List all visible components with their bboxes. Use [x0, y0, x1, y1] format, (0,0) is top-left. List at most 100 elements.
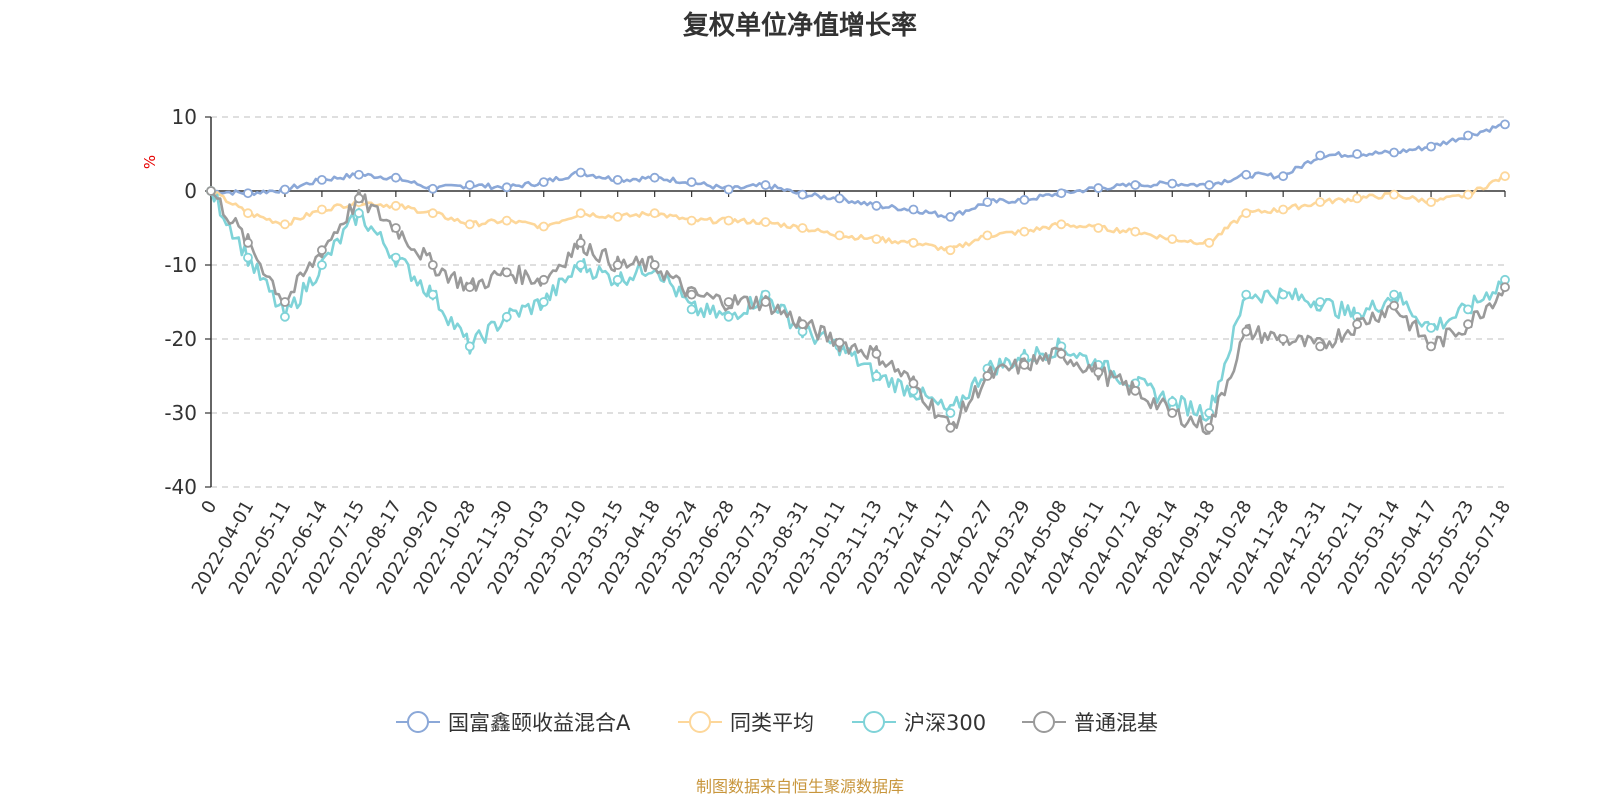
data-point [280, 311, 290, 322]
data-point [1278, 289, 1289, 300]
legend-item-2[interactable]: 沪深300 [852, 711, 986, 735]
legend-label: 沪深300 [904, 711, 986, 735]
data-point [390, 252, 401, 263]
data-point [1315, 197, 1326, 208]
data-point [1167, 396, 1178, 407]
data-point [206, 186, 216, 196]
data-point [686, 304, 697, 315]
data-point [1167, 408, 1178, 418]
data-point [1019, 226, 1030, 237]
data-point [1426, 197, 1436, 208]
data-point [1426, 141, 1436, 152]
data-point [834, 230, 845, 241]
data-point [1426, 322, 1436, 333]
data-point [1093, 223, 1104, 233]
data-point [427, 289, 438, 300]
data-point [723, 215, 734, 226]
y-tick-label: -10 [164, 253, 197, 277]
data-point [797, 189, 808, 200]
data-point [945, 408, 956, 418]
data-point [501, 215, 512, 226]
source-note: 制图数据来自恒生聚源数据库 [696, 777, 904, 796]
data-point [1093, 367, 1104, 378]
data-point [612, 260, 623, 270]
data-point [1130, 180, 1141, 190]
data-point [575, 260, 586, 270]
series-1 [206, 171, 1510, 256]
data-point [317, 245, 327, 256]
legend[interactable]: 国富鑫颐收益混合A 同类平均 沪深300 普通混基 [396, 711, 1158, 735]
data-point [575, 208, 586, 219]
data-point [908, 237, 919, 248]
data-point [1019, 359, 1030, 370]
data-point [501, 182, 512, 193]
legend-label: 普通混基 [1074, 711, 1158, 735]
data-point [834, 193, 845, 204]
data-point [649, 208, 660, 219]
data-point [464, 341, 475, 352]
data-point [427, 208, 438, 219]
data-point [945, 245, 956, 256]
series-2 [206, 186, 1510, 422]
data-point [243, 208, 253, 219]
data-point [317, 204, 327, 215]
data-point [871, 371, 882, 381]
data-point [1315, 150, 1326, 161]
data-point [612, 174, 623, 185]
data-point [1426, 341, 1436, 352]
data-point [982, 197, 993, 208]
data-point [1241, 326, 1252, 337]
y-tick-label: -30 [164, 401, 197, 425]
data-point [1204, 422, 1215, 433]
data-point [686, 289, 697, 300]
data-point [353, 169, 364, 180]
data-point [649, 260, 660, 270]
data-point [649, 172, 660, 183]
legend-item-3[interactable]: 普通混基 [1022, 711, 1158, 735]
legend-label: 同类平均 [730, 711, 814, 735]
legend-item-0[interactable]: 国富鑫颐收益混合A [396, 711, 631, 735]
legend-label: 国富鑫颐收益混合A [448, 711, 631, 735]
data-point [1130, 385, 1141, 396]
data-point [280, 297, 290, 307]
data-point [1093, 183, 1104, 193]
data-point [1463, 319, 1473, 330]
data-point [575, 237, 586, 248]
data-point [1167, 234, 1178, 245]
x-tick-label: 0 [197, 497, 221, 517]
data-point [1056, 348, 1067, 359]
data-point [1315, 297, 1326, 307]
series-line-2 [209, 190, 1507, 422]
data-point [1278, 171, 1289, 182]
data-point [501, 267, 512, 278]
data-point [280, 219, 290, 230]
data-point [686, 215, 697, 226]
data-point [723, 297, 734, 307]
series-0 [206, 119, 1510, 222]
data-point [1463, 189, 1473, 200]
data-point [501, 311, 512, 322]
data-point [871, 200, 882, 211]
data-point [1241, 208, 1252, 219]
series-line-1 [209, 174, 1506, 252]
data-point [243, 188, 253, 199]
legend-item-1[interactable]: 同类平均 [678, 711, 814, 735]
data-point [797, 223, 808, 233]
data-point [390, 223, 401, 233]
data-point [1500, 119, 1510, 130]
data-point [464, 219, 475, 230]
data-point [575, 167, 586, 178]
data-point [1204, 237, 1215, 248]
data-point [390, 172, 401, 183]
data-point [1500, 171, 1510, 182]
data-point [427, 183, 438, 194]
data-point [464, 180, 475, 190]
data-point [723, 311, 734, 322]
y-tick-label: -20 [164, 327, 197, 351]
data-point [982, 230, 993, 241]
data-point [538, 274, 549, 285]
data-point [1389, 147, 1399, 158]
data-point [538, 221, 549, 232]
y-tick-label: -40 [164, 475, 197, 499]
data-point [982, 371, 993, 381]
